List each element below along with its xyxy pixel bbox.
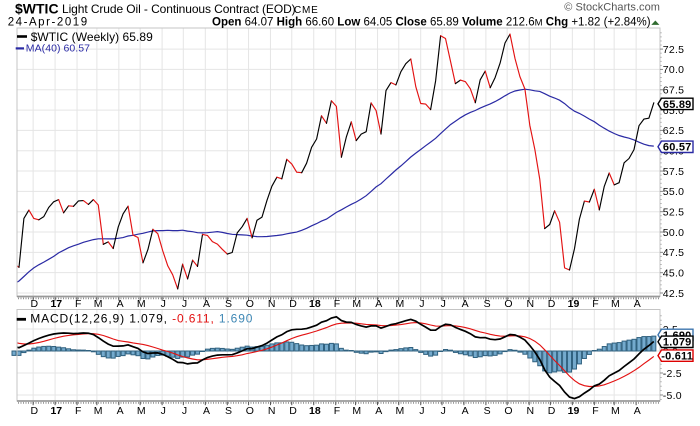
svg-text:F: F bbox=[334, 298, 340, 310]
svg-text:18: 18 bbox=[309, 405, 321, 417]
svg-text:65.89: 65.89 bbox=[663, 99, 692, 111]
svg-text:1.079: 1.079 bbox=[663, 337, 692, 349]
svg-text:O: O bbox=[246, 298, 254, 310]
svg-text:D: D bbox=[289, 298, 297, 310]
svg-text:Light Crude Oil - Continuous C: Light Crude Oil - Continuous Contract (E… bbox=[62, 2, 296, 16]
svg-text:MA(40) 60.57: MA(40) 60.57 bbox=[26, 43, 90, 55]
svg-text:A: A bbox=[375, 298, 382, 310]
svg-text:J: J bbox=[419, 298, 424, 310]
svg-text:F: F bbox=[75, 405, 81, 417]
svg-text:M: M bbox=[352, 405, 361, 417]
svg-text:J: J bbox=[441, 298, 446, 310]
svg-text:-5.0: -5.0 bbox=[663, 390, 682, 402]
svg-text:-0.611: -0.611 bbox=[661, 351, 693, 363]
svg-text:J: J bbox=[161, 405, 166, 417]
svg-text:Open 64.07 High 66.60 Low 64.0: Open 64.07 High 66.60 Low 64.05 Close 65… bbox=[212, 17, 651, 29]
svg-text:MACD(12,26,9) 1.079, -0.611, 1: MACD(12,26,9) 1.079, -0.611, 1.690 bbox=[30, 311, 253, 325]
svg-text:60.57: 60.57 bbox=[663, 142, 692, 154]
svg-text:F: F bbox=[592, 405, 598, 417]
svg-text:N: N bbox=[527, 405, 535, 417]
svg-text:A: A bbox=[634, 405, 641, 417]
svg-text:S: S bbox=[484, 298, 491, 310]
svg-text:F: F bbox=[334, 405, 340, 417]
svg-text:$WTIC (Weekly) 65.89: $WTIC (Weekly) 65.89 bbox=[31, 30, 153, 44]
svg-text:O: O bbox=[504, 298, 512, 310]
svg-text:D: D bbox=[548, 298, 556, 310]
svg-text:M: M bbox=[611, 298, 620, 310]
svg-text:19: 19 bbox=[568, 405, 580, 417]
svg-text:A: A bbox=[117, 298, 124, 310]
svg-text:47.5: 47.5 bbox=[663, 247, 684, 259]
svg-text:$WTIC: $WTIC bbox=[15, 0, 59, 16]
svg-text:62.5: 62.5 bbox=[663, 125, 684, 137]
svg-text:17: 17 bbox=[50, 298, 62, 310]
svg-text:F: F bbox=[592, 298, 598, 310]
svg-text:M: M bbox=[137, 298, 146, 310]
svg-text:D: D bbox=[31, 298, 39, 310]
svg-text:S: S bbox=[484, 405, 491, 417]
svg-text:45.0: 45.0 bbox=[663, 267, 684, 279]
svg-text:O: O bbox=[246, 405, 254, 417]
svg-text:D: D bbox=[31, 405, 39, 417]
svg-text:67.5: 67.5 bbox=[663, 85, 684, 97]
svg-text:A: A bbox=[203, 405, 210, 417]
svg-text:F: F bbox=[75, 298, 81, 310]
svg-text:S: S bbox=[225, 405, 232, 417]
svg-text:M: M bbox=[137, 405, 146, 417]
svg-text:D: D bbox=[289, 405, 297, 417]
svg-text:M: M bbox=[396, 298, 405, 310]
svg-text:CME: CME bbox=[294, 5, 319, 16]
svg-text:50.0: 50.0 bbox=[663, 227, 684, 239]
svg-text:70.0: 70.0 bbox=[663, 64, 684, 76]
svg-text:J: J bbox=[182, 298, 187, 310]
svg-text:57.5: 57.5 bbox=[663, 166, 684, 178]
svg-text:J: J bbox=[161, 298, 166, 310]
svg-text:A: A bbox=[203, 298, 210, 310]
svg-text:52.5: 52.5 bbox=[663, 207, 684, 219]
svg-text:A: A bbox=[462, 405, 469, 417]
svg-text:24-Apr-2019: 24-Apr-2019 bbox=[8, 17, 89, 29]
svg-text:72.5: 72.5 bbox=[663, 44, 684, 56]
svg-text:J: J bbox=[441, 405, 446, 417]
svg-text:M: M bbox=[611, 405, 620, 417]
svg-text:17: 17 bbox=[50, 405, 62, 417]
svg-text:J: J bbox=[182, 405, 187, 417]
svg-text:O: O bbox=[504, 405, 512, 417]
svg-text:A: A bbox=[634, 298, 641, 310]
svg-text:M: M bbox=[94, 298, 103, 310]
svg-text:A: A bbox=[462, 298, 469, 310]
svg-text:18: 18 bbox=[309, 298, 321, 310]
svg-text:N: N bbox=[268, 298, 276, 310]
svg-text:D: D bbox=[548, 405, 556, 417]
svg-text:N: N bbox=[268, 405, 276, 417]
svg-text:© StockCharts.com: © StockCharts.com bbox=[564, 2, 660, 14]
svg-text:55.0: 55.0 bbox=[663, 186, 684, 198]
svg-text:A: A bbox=[117, 405, 124, 417]
svg-text:M: M bbox=[396, 405, 405, 417]
svg-text:J: J bbox=[419, 405, 424, 417]
svg-text:S: S bbox=[225, 298, 232, 310]
svg-text:A: A bbox=[375, 405, 382, 417]
svg-text:N: N bbox=[527, 298, 535, 310]
svg-text:M: M bbox=[352, 298, 361, 310]
svg-text:19: 19 bbox=[568, 298, 580, 310]
svg-text:-2.5: -2.5 bbox=[663, 368, 682, 380]
svg-text:42.5: 42.5 bbox=[663, 288, 684, 300]
svg-text:M: M bbox=[94, 405, 103, 417]
